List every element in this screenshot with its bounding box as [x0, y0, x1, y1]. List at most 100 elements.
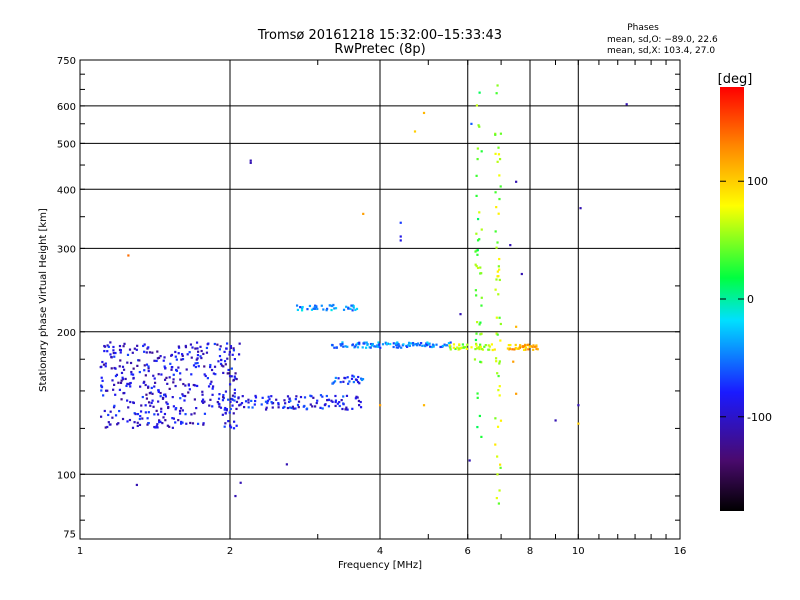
data-point — [184, 413, 187, 416]
data-point — [184, 394, 187, 398]
data-point — [522, 348, 526, 351]
data-point — [230, 375, 233, 378]
data-point — [113, 383, 116, 386]
data-point — [178, 409, 182, 413]
data-point — [277, 402, 280, 405]
data-point — [147, 369, 150, 373]
data-point — [124, 377, 127, 381]
data-point — [325, 309, 328, 312]
data-point — [166, 424, 169, 427]
data-point — [386, 342, 389, 345]
data-point — [251, 406, 254, 409]
data-point — [283, 399, 286, 402]
data-point — [163, 378, 167, 381]
data-point — [136, 364, 139, 367]
data-point — [495, 206, 498, 209]
data-point — [203, 373, 206, 376]
data-point — [497, 502, 500, 505]
colorbar-label: [deg] — [718, 72, 753, 87]
data-point — [109, 353, 112, 356]
data-point — [496, 333, 499, 336]
data-point — [129, 385, 132, 388]
data-point — [224, 411, 227, 415]
data-point — [120, 371, 124, 375]
y-tick-label: 300 — [57, 244, 76, 255]
data-point — [474, 347, 477, 351]
x-tick-label: 8 — [527, 546, 533, 557]
data-point — [211, 387, 214, 390]
data-point — [506, 347, 509, 350]
data-point — [267, 395, 270, 398]
data-point — [499, 322, 502, 326]
data-point — [250, 399, 253, 402]
data-point — [319, 406, 322, 409]
data-point — [155, 359, 158, 363]
data-point — [358, 404, 361, 407]
data-point — [439, 345, 442, 349]
data-point — [159, 395, 162, 398]
data-point — [480, 272, 483, 275]
data-point — [357, 375, 360, 379]
data-point — [144, 411, 147, 414]
data-point — [141, 417, 144, 420]
data-point — [143, 369, 146, 372]
data-point — [113, 404, 116, 407]
data-point — [165, 401, 168, 404]
data-point — [174, 408, 177, 411]
data-point — [430, 345, 433, 349]
data-point — [476, 425, 479, 429]
data-point — [147, 422, 150, 425]
data-point — [164, 395, 167, 398]
data-point — [226, 372, 229, 375]
data-point — [347, 382, 350, 385]
data-point — [128, 348, 132, 351]
data-point — [363, 342, 366, 345]
data-point — [476, 147, 479, 150]
data-point — [145, 393, 148, 396]
data-point — [249, 159, 252, 162]
data-point — [355, 307, 359, 311]
data-point — [234, 494, 237, 498]
data-point — [181, 358, 185, 361]
data-point — [484, 344, 487, 347]
data-point — [498, 197, 501, 201]
data-point — [507, 344, 510, 347]
data-point — [209, 382, 212, 386]
data-point — [378, 343, 381, 346]
data-point — [509, 244, 512, 247]
data-point — [144, 383, 147, 387]
data-point — [358, 341, 361, 344]
data-point — [288, 397, 291, 400]
data-point — [285, 463, 288, 466]
data-point — [156, 413, 160, 416]
data-point — [157, 389, 160, 392]
data-point — [265, 406, 268, 409]
data-point — [532, 348, 535, 351]
data-point — [207, 342, 210, 345]
data-point — [302, 405, 305, 408]
data-point — [356, 346, 360, 349]
data-point — [476, 266, 480, 270]
data-point — [233, 420, 236, 423]
data-point — [138, 370, 141, 374]
data-point — [211, 385, 215, 388]
data-point — [291, 405, 294, 408]
data-point — [224, 390, 228, 393]
data-point — [217, 397, 221, 400]
data-point — [145, 351, 148, 354]
data-point — [332, 303, 335, 307]
data-point — [334, 400, 337, 404]
data-point — [373, 345, 376, 348]
data-point — [268, 398, 271, 401]
data-point — [474, 263, 477, 266]
data-point — [222, 396, 225, 399]
data-point — [264, 408, 268, 411]
data-point — [478, 323, 481, 326]
data-point — [101, 379, 104, 382]
data-point — [348, 380, 351, 383]
data-point — [526, 343, 529, 347]
data-point — [177, 345, 180, 348]
data-point — [234, 372, 237, 375]
data-point — [161, 421, 164, 425]
data-point — [119, 349, 123, 352]
